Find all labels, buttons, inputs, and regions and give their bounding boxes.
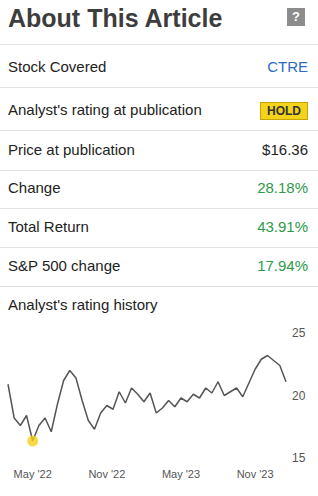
html-text:Analyst's rating at publicatio: Analyst's rating at publication: [8, 101, 202, 118]
svg-text:Nov '23: Nov '23: [237, 468, 274, 480]
svg-text:May '23: May '23: [162, 468, 200, 480]
html-text:$16.36: $16.36: [262, 141, 308, 158]
html-text:About This Article: About This Article: [8, 4, 223, 32]
html-text:17.94%: 17.94%: [257, 257, 308, 274]
html-text:Price at publication: Price at publication: [8, 141, 135, 158]
svg-text:25: 25: [292, 326, 306, 340]
svg-text:15: 15: [292, 451, 306, 465]
svg-text:Nov '22: Nov '22: [88, 468, 125, 480]
svg-text:20: 20: [292, 389, 306, 403]
html-text:Total Return: Total Return: [8, 218, 89, 235]
html-text:CTRE: CTRE: [267, 58, 308, 75]
html-text:43.91%: 43.91%: [257, 218, 308, 235]
html-text:HOLD: HOLD: [267, 104, 301, 118]
svg-text:May '22: May '22: [14, 468, 52, 480]
html-text:Change: Change: [8, 179, 61, 196]
html-text:Stock Covered: Stock Covered: [8, 58, 107, 75]
html-text:28.18%: 28.18%: [257, 179, 308, 196]
html-text:S&P 500 change: S&P 500 change: [8, 257, 121, 274]
html-text:Analyst's rating history: Analyst's rating history: [8, 296, 158, 313]
